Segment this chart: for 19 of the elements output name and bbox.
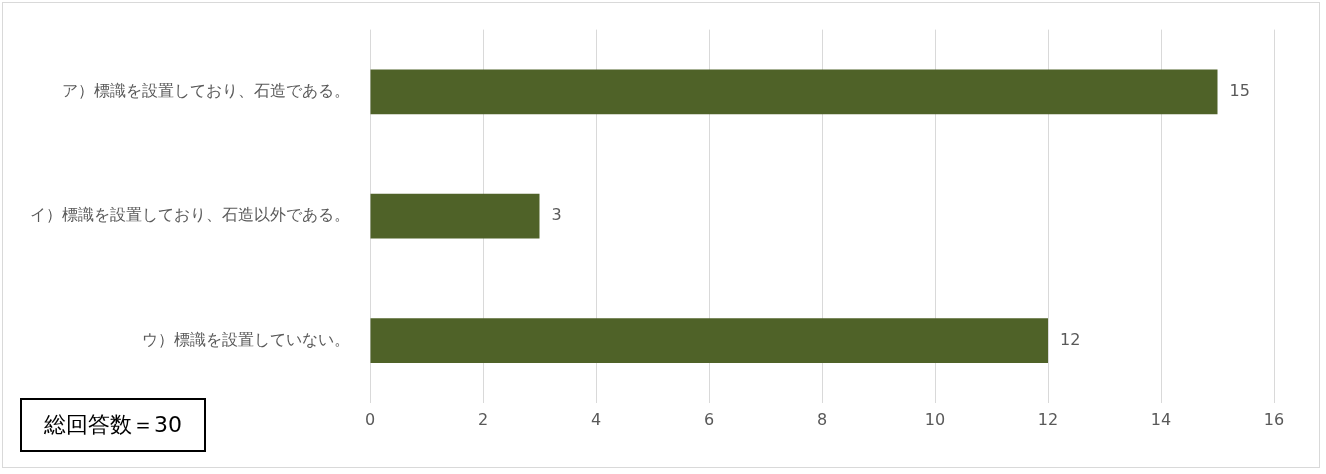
x-tick-label: 6 — [703, 409, 715, 429]
x-tick-label: 12 — [1037, 409, 1059, 429]
x-tick-label: 2 — [477, 409, 489, 429]
y-tick-label: ア）標識を設置しており、石造である。 — [62, 80, 350, 100]
x-tick-label: 8 — [816, 409, 828, 429]
y-tick-label: ウ）標識を設置していない。 — [142, 329, 350, 349]
x-tick-label: 10 — [924, 409, 946, 429]
x-tick-label: 16 — [1263, 409, 1285, 429]
bar — [370, 318, 1048, 363]
y-tick-label: イ）標識を設置しており、石造以外である。 — [30, 205, 350, 225]
x-tick-label: 14 — [1150, 409, 1172, 429]
text: 総回答数＝30 — [20, 398, 206, 452]
bar — [370, 193, 540, 239]
data-label: 15 — [1229, 80, 1250, 100]
data-label: 3 — [551, 205, 562, 225]
x-tick-label: 4 — [590, 409, 602, 429]
bar — [370, 69, 1218, 115]
data-label: 12 — [1060, 329, 1081, 349]
x-tick-label: 0 — [364, 409, 376, 429]
